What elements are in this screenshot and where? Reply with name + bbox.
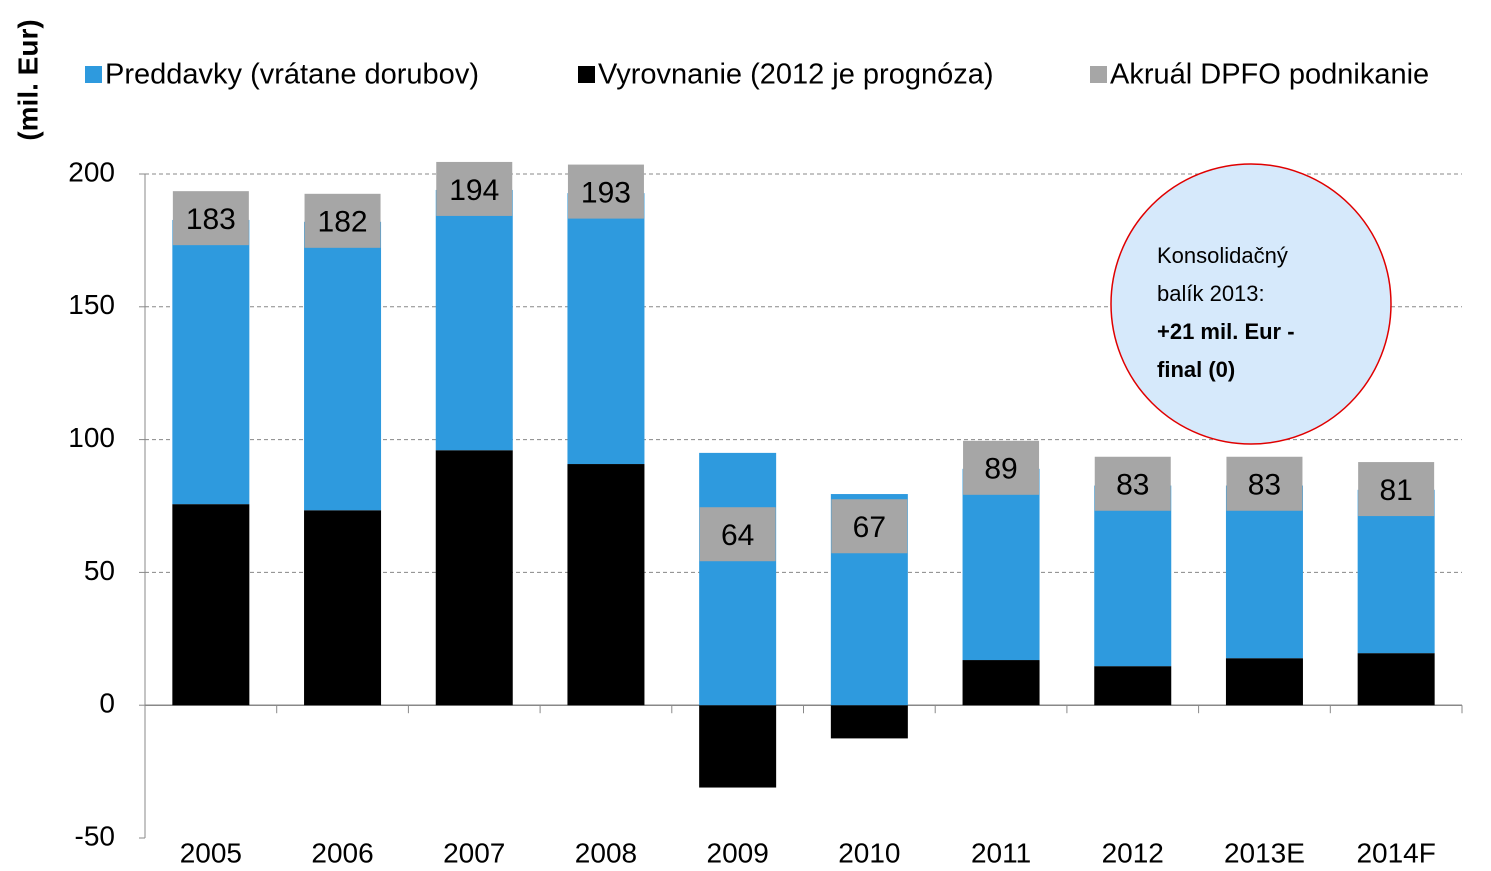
bar (435, 450, 513, 706)
bar (567, 464, 645, 706)
accrual-label: 183 (186, 203, 236, 236)
x-tick-label: 2011 (971, 837, 1031, 868)
accrual-box (831, 499, 908, 554)
legend-label: Akruál DPFO podnikanie (1110, 59, 1429, 91)
x-tick-label: 2006 (311, 837, 373, 868)
bar (567, 193, 645, 465)
accrual-label: 81 (1379, 474, 1412, 507)
annotation-text: balík 2013: (1157, 281, 1265, 306)
annotation-text: Konsolidačný (1157, 243, 1288, 268)
y-tick-label: 0 (99, 688, 115, 719)
bar (1357, 653, 1435, 706)
legend-label: Preddavky (vrátane dorubov) (105, 59, 479, 91)
y-tick-label: 100 (68, 422, 115, 453)
bar (304, 510, 382, 706)
y-tick-label: 200 (68, 156, 115, 187)
bar (962, 468, 1040, 661)
accrual-box (963, 440, 1040, 495)
annotation-text: +21 mil. Eur - (1157, 319, 1295, 344)
accrual-label: 194 (449, 174, 499, 207)
y-tick-label: -50 (75, 820, 115, 851)
legend-swatch (578, 66, 595, 83)
accrual-label: 83 (1248, 469, 1281, 502)
bar (1357, 489, 1435, 654)
accrual-box (304, 193, 381, 248)
x-tick-label: 2005 (180, 837, 242, 868)
bar (172, 504, 250, 706)
x-tick-label: 2009 (707, 837, 769, 868)
legend-swatch (1090, 66, 1107, 83)
annotation-text: final (0) (1157, 357, 1235, 382)
accrual-label: 67 (853, 511, 886, 544)
x-tick-label: 2013E (1224, 837, 1305, 868)
bar (699, 452, 777, 706)
x-tick-label: 2014F (1356, 837, 1435, 868)
bar (304, 221, 382, 511)
x-tick-label: 2008 (575, 837, 637, 868)
legend-swatch (85, 66, 102, 83)
bar (830, 705, 908, 739)
accrual-label: 89 (984, 453, 1017, 486)
accrual-box (172, 191, 249, 246)
accrual-box (1358, 462, 1435, 517)
x-tick-label: 2010 (838, 837, 900, 868)
bar (699, 705, 777, 788)
accrual-box (1094, 456, 1171, 511)
bar (1225, 658, 1303, 706)
y-axis-label: (mil. Eur) (12, 19, 43, 140)
bar (172, 219, 250, 505)
bar (1094, 485, 1172, 667)
bar (1225, 485, 1303, 659)
y-tick-label: 50 (84, 555, 115, 586)
accrual-label: 193 (581, 177, 631, 210)
bar (962, 660, 1040, 706)
accrual-label: 83 (1116, 469, 1149, 502)
legend-label: Vyrovnanie (2012 je prognóza) (598, 59, 994, 91)
x-tick-label: 2007 (443, 837, 505, 868)
x-tick-label: 2012 (1102, 837, 1164, 868)
annotation-circle (1110, 163, 1392, 445)
accrual-label: 64 (721, 519, 754, 552)
accrual-box (1226, 456, 1303, 511)
accrual-label: 182 (318, 206, 368, 239)
bar (435, 189, 513, 451)
accrual-box (436, 161, 513, 216)
accrual-box (699, 507, 776, 562)
y-tick-label: 150 (68, 289, 115, 320)
accrual-box (567, 164, 644, 219)
bar (1094, 666, 1172, 706)
